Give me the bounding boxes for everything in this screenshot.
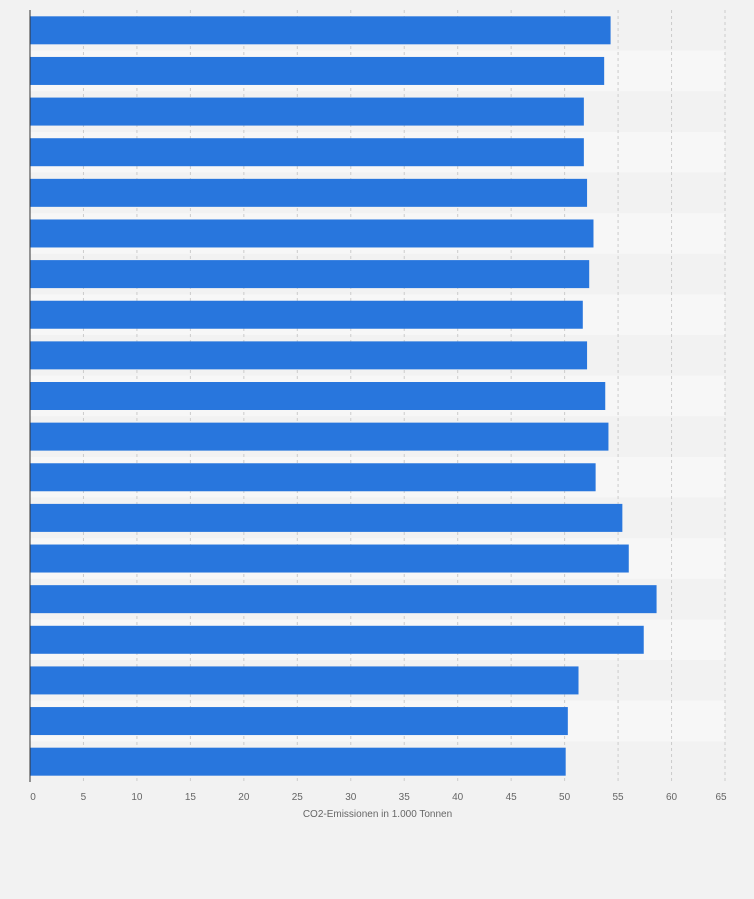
x-tick-label: 15 (185, 792, 197, 803)
x-axis-title: CO2-Emissionen in 1.000 Tonnen (303, 809, 452, 820)
bar (30, 503, 623, 532)
bar (30, 56, 605, 85)
x-tick-label: 25 (292, 792, 304, 803)
bar (30, 585, 657, 614)
x-tick-label: 20 (238, 792, 250, 803)
x-tick-label: 45 (506, 792, 518, 803)
bar (30, 341, 588, 370)
x-tick-label: 40 (452, 792, 464, 803)
x-tick-label: 60 (666, 792, 678, 803)
x-tick-label: 35 (399, 792, 411, 803)
bar (30, 138, 584, 167)
bar (30, 544, 629, 573)
bar (30, 300, 583, 329)
bar (30, 707, 568, 736)
bar (30, 382, 606, 410)
bar (30, 178, 588, 207)
bar (30, 422, 609, 451)
x-tick-label: 10 (131, 792, 143, 803)
x-tick-label: 5 (81, 792, 87, 803)
x-tick-label: 65 (715, 792, 727, 803)
x-tick-label: 55 (613, 792, 625, 803)
x-tick-label: 0 (30, 792, 36, 803)
x-tick-labels: 0 5 10 15 20 25 30 35 40 45 50 55 60 65 (30, 792, 727, 803)
bar (30, 219, 594, 248)
bar (30, 16, 611, 45)
bar (30, 97, 584, 126)
bar (30, 260, 590, 289)
x-tick-label: 30 (345, 792, 357, 803)
x-tick-label: 50 (559, 792, 571, 803)
bar (30, 747, 566, 776)
bars (30, 16, 657, 776)
bar (30, 666, 579, 695)
bar (30, 463, 596, 492)
bar (30, 625, 644, 654)
